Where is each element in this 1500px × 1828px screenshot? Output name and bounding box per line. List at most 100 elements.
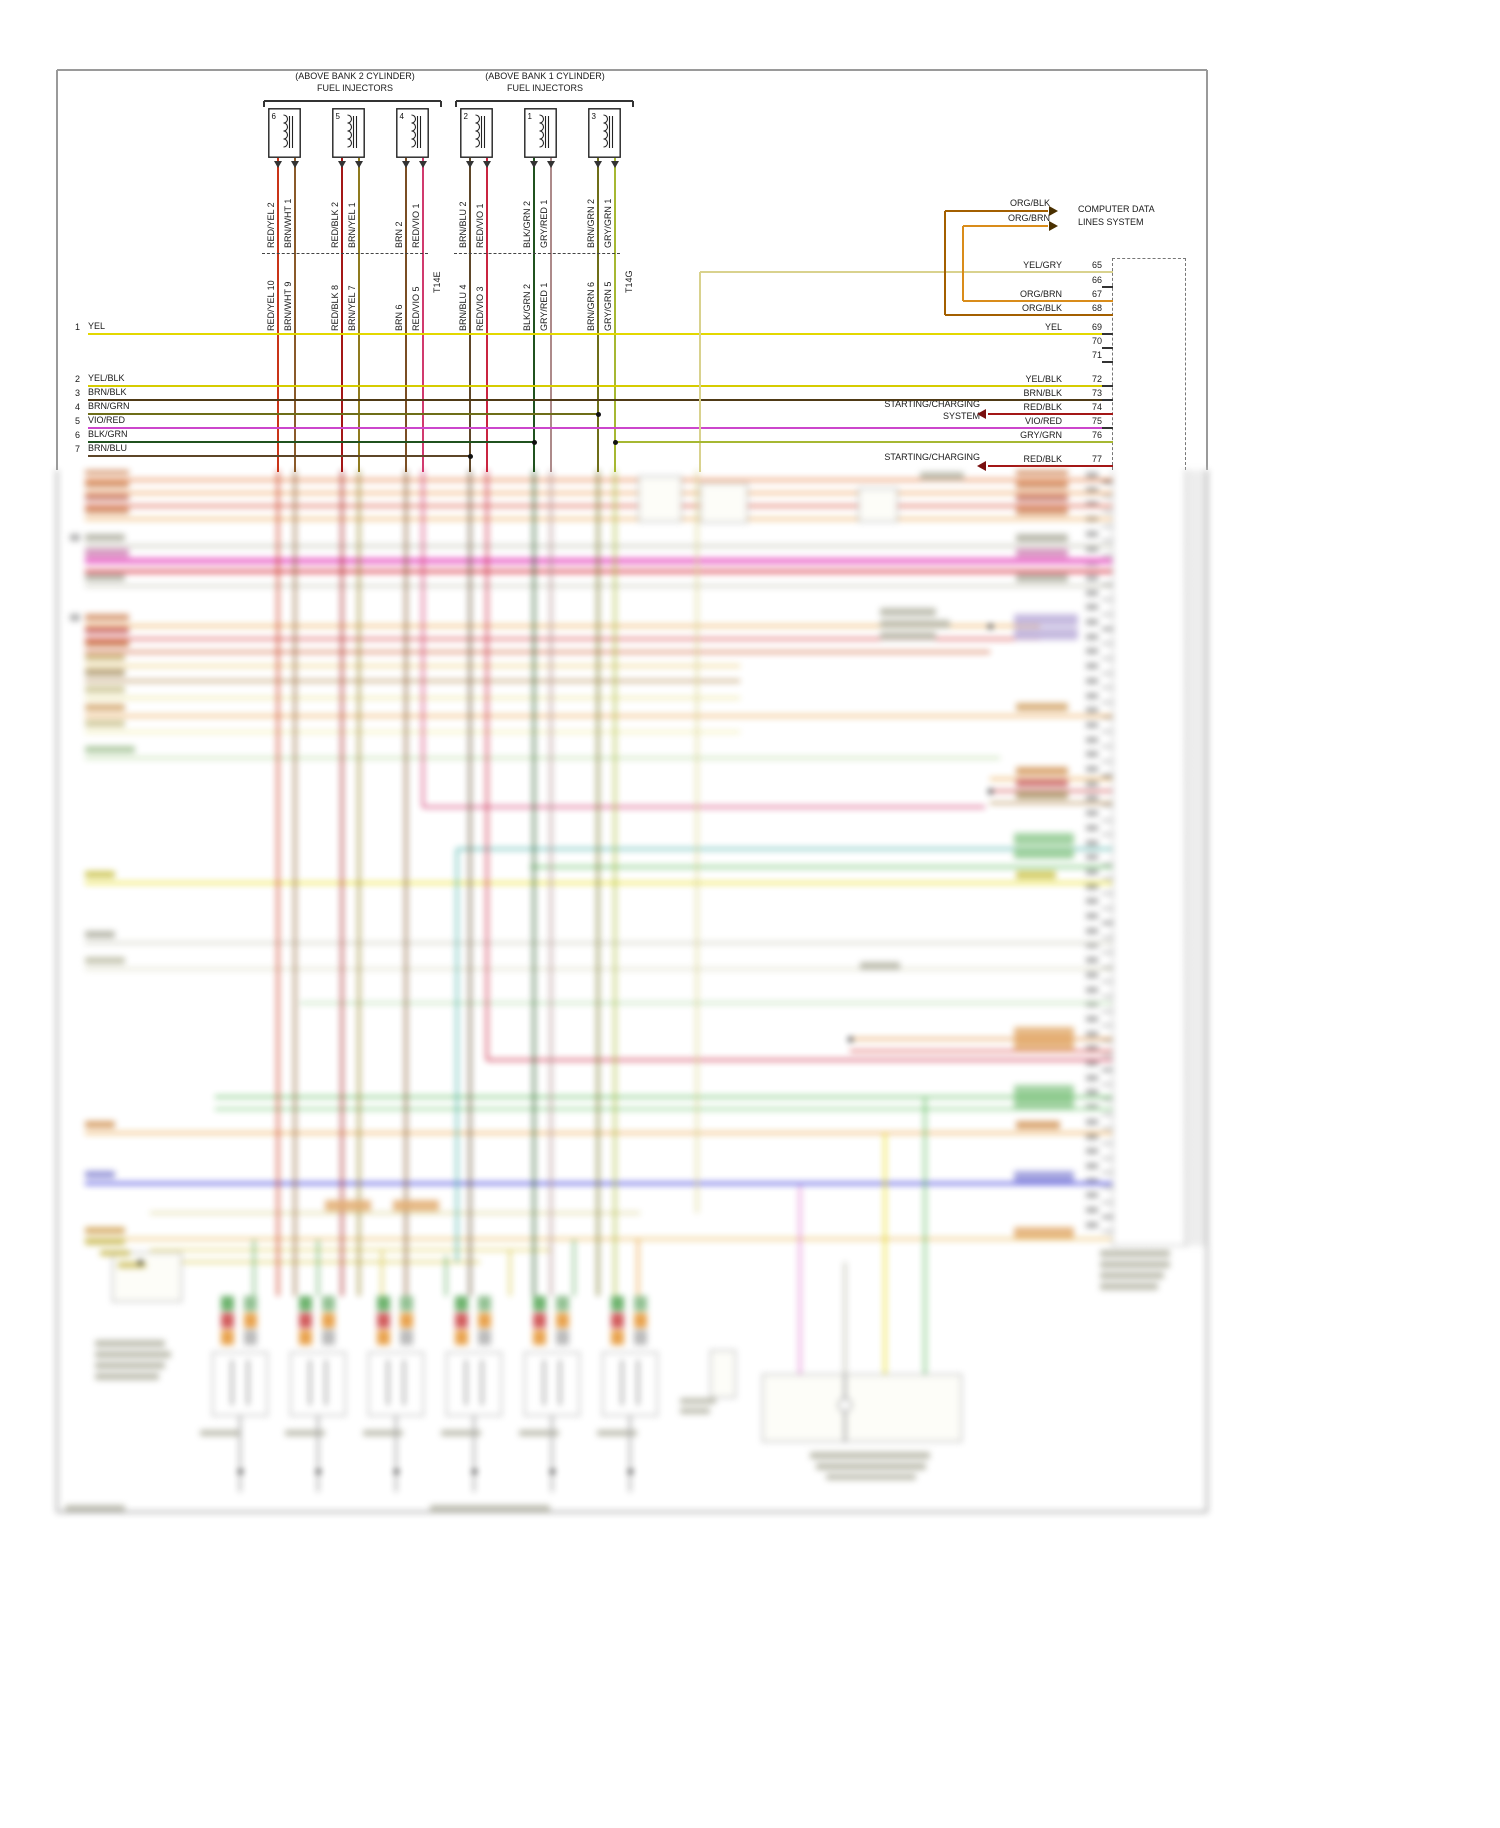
ecm-pin-number: 71 bbox=[1091, 350, 1102, 360]
arrow-down-icon bbox=[530, 161, 538, 168]
wire-pin-label: BLK/GRN 2 bbox=[522, 200, 532, 248]
blur-wire bbox=[85, 638, 1040, 640]
ecm-pin-number-blur bbox=[1086, 942, 1098, 949]
ecm-pin-number-blur bbox=[1086, 736, 1098, 743]
blur-text-bar bbox=[1016, 494, 1068, 502]
coil-connector-pin bbox=[634, 1313, 647, 1328]
arrow-down-icon bbox=[483, 161, 491, 168]
arrow-down-icon bbox=[611, 161, 619, 168]
org-brn-wire-label: ORG/BRN bbox=[1007, 213, 1050, 223]
wire-pin-label: GRY/RED 1 bbox=[539, 199, 549, 248]
blur-text-bar bbox=[1016, 1121, 1060, 1129]
ecm-pin-tick bbox=[1102, 1084, 1113, 1086]
wire-connector-label: BLK/GRN 2 bbox=[522, 283, 532, 331]
blur-wire bbox=[381, 1250, 383, 1296]
blur-wire bbox=[924, 1097, 926, 1374]
blur-text-bar bbox=[1014, 1227, 1074, 1238]
ecm-pin-tick bbox=[1102, 1069, 1113, 1071]
blur-wire bbox=[696, 470, 698, 1213]
ecm-pin-tick bbox=[1102, 427, 1113, 429]
coil-connector-pin bbox=[221, 1330, 234, 1345]
coil-box bbox=[446, 1352, 502, 1416]
ecm-pin-tick bbox=[1102, 333, 1113, 335]
arrow-down-icon bbox=[402, 161, 410, 168]
bank-bracket-tick bbox=[263, 101, 265, 107]
ecm-pin-tick bbox=[1102, 481, 1113, 483]
ecm-pin-number-blur bbox=[1086, 1221, 1098, 1228]
coil-connector-pin bbox=[478, 1330, 491, 1345]
org-wire bbox=[963, 300, 1113, 302]
ecm-pin-number: 70 bbox=[1091, 336, 1102, 346]
wire-row-brn-grn bbox=[88, 413, 598, 415]
arrow-left-icon bbox=[977, 461, 986, 471]
ecm-pin-number-blur bbox=[1086, 766, 1098, 772]
junction-dot bbox=[549, 1468, 555, 1474]
wire-brn-yel bbox=[358, 158, 360, 472]
ecm-pin-number: 75 bbox=[1091, 416, 1102, 426]
svg-text:1: 1 bbox=[528, 112, 533, 121]
wire-connector-label: GRY/RED 1 bbox=[539, 282, 549, 331]
blur-wire bbox=[277, 470, 279, 1296]
blur-wire bbox=[597, 470, 599, 1296]
coil-connector-pin bbox=[533, 1313, 546, 1328]
blur-component-box bbox=[700, 483, 748, 523]
blur-text-bar bbox=[85, 1238, 125, 1245]
coil-connector-pin bbox=[221, 1296, 234, 1311]
ecm-pin-tick bbox=[1102, 628, 1113, 630]
ecm-pin-tick bbox=[1102, 385, 1113, 387]
bank1-header-line1: (ABOVE BANK 1 CYLINDER) bbox=[485, 71, 605, 81]
wire-pin-label: BRN 2 bbox=[394, 221, 404, 248]
coil-connector-pin bbox=[221, 1313, 234, 1328]
ecm-pin-number-blur bbox=[1086, 1192, 1098, 1199]
ecm-pin-tick bbox=[1102, 966, 1113, 968]
arrow-down-icon bbox=[338, 161, 346, 168]
wire-brn-wht bbox=[294, 158, 296, 472]
coil-connector-pin bbox=[244, 1330, 257, 1345]
blur-text-bar bbox=[880, 620, 950, 628]
ecm-pin-number: 65 bbox=[1091, 260, 1102, 270]
ecm-pin-number-blur bbox=[1086, 913, 1098, 919]
ecm-pin-number-blur bbox=[1086, 1104, 1098, 1111]
ecm-pin-tick bbox=[1102, 1054, 1113, 1056]
arrow-down-icon bbox=[594, 161, 602, 168]
ecm-pin-tick bbox=[1102, 672, 1113, 674]
blur-wire bbox=[317, 1240, 319, 1296]
blur-text-bar bbox=[441, 1430, 481, 1436]
ecm-pin-number: 76 bbox=[1091, 430, 1102, 440]
blur-text-bar bbox=[1016, 574, 1068, 582]
blur-text-bar bbox=[1016, 507, 1068, 515]
row-wire-label: BRN/BLU bbox=[88, 443, 128, 453]
ecm-pin-tick bbox=[1102, 760, 1113, 762]
row-number: 4 bbox=[74, 402, 80, 412]
blur-text-bar bbox=[1100, 1261, 1170, 1268]
blur-wire bbox=[469, 470, 471, 1296]
row-wire-label: VIO/RED bbox=[88, 415, 126, 425]
ecm-pin-number: 69 bbox=[1091, 322, 1102, 332]
blur-text-bar bbox=[1014, 1027, 1074, 1038]
org-wire bbox=[963, 225, 1048, 227]
coil-connector-pin bbox=[244, 1313, 257, 1328]
ecm-pin-tick bbox=[1102, 995, 1113, 998]
coil-inner bbox=[637, 1360, 639, 1405]
diagram-blurred-content bbox=[0, 470, 1500, 1530]
coil-inner bbox=[231, 1360, 233, 1405]
bank-bracket-tick bbox=[455, 101, 457, 107]
coil-inner bbox=[387, 1360, 389, 1405]
blur-text-bar bbox=[85, 1121, 115, 1128]
bank-bracket bbox=[456, 100, 633, 102]
blur-text-bar bbox=[1016, 791, 1068, 799]
ecm-pin-number-blur bbox=[1086, 957, 1098, 964]
ecm-pin-tick bbox=[1102, 1025, 1113, 1027]
ecm-pin-tick bbox=[1102, 1010, 1113, 1012]
ecm-pin-tick bbox=[1102, 1157, 1113, 1159]
wire-pin-label: GRY/GRN 1 bbox=[603, 198, 613, 248]
blur-text-bar bbox=[1014, 1171, 1074, 1182]
ecm-pin-number: 68 bbox=[1091, 303, 1102, 313]
ecm-pin-tick bbox=[1102, 1172, 1113, 1174]
blur-wire bbox=[550, 470, 552, 1296]
ecm-pin-number-blur bbox=[1086, 1148, 1098, 1155]
coil-inner bbox=[559, 1360, 561, 1405]
wire-pin-label: RED/VIO 1 bbox=[475, 203, 485, 248]
ecm-pin-tick bbox=[1102, 907, 1113, 909]
coil-connector-pin bbox=[377, 1313, 390, 1328]
